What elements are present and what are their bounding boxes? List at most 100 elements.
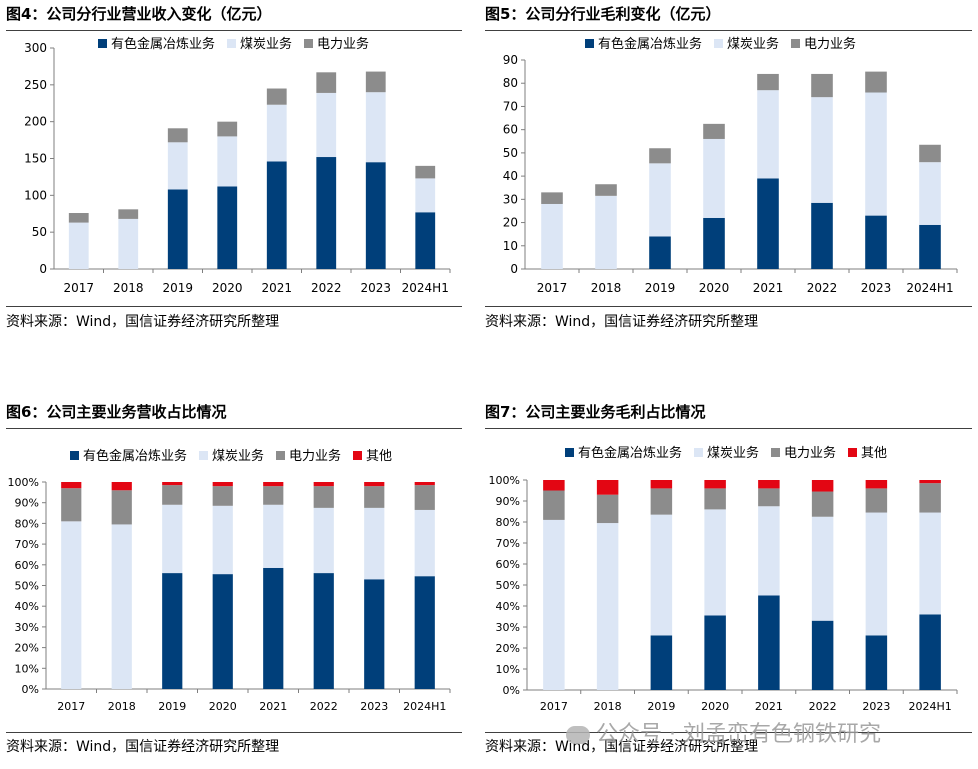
bar-segment xyxy=(212,486,233,506)
bar-segment xyxy=(167,128,188,143)
y-tick-label: 100% xyxy=(489,474,520,487)
chart-fig7: 0% 10% 20% 30% 40% 50% 60% 70% 80% 90% 100% 2017 201… xyxy=(489,445,958,713)
x-tick-label: 2021 xyxy=(259,700,287,713)
bar-segment xyxy=(68,222,89,269)
bar-segment xyxy=(811,73,833,98)
bar-segment xyxy=(364,486,385,508)
bar-segment xyxy=(162,573,183,689)
bar-segment xyxy=(704,509,726,616)
bar-segment xyxy=(167,142,188,190)
x-tick-label: 2017 xyxy=(540,700,568,713)
bar-segment xyxy=(167,189,188,269)
bar-segment xyxy=(865,480,888,489)
bar-segment xyxy=(541,203,563,269)
legend-swatch xyxy=(227,39,236,48)
bar-segment xyxy=(313,573,334,689)
y-tick-label: 50% xyxy=(496,579,520,592)
bar-segment xyxy=(595,195,617,269)
y-tick-label: 80% xyxy=(496,516,520,529)
bar-segment xyxy=(313,486,334,508)
bar-segment xyxy=(811,620,834,690)
bar-segment xyxy=(217,136,238,187)
chart-source: 资料来源：Wind，国信证券经济研究所整理 xyxy=(485,314,759,330)
bar-segment xyxy=(649,148,671,164)
y-tick-label: 10% xyxy=(496,663,520,676)
legend-label: 有色金属冶炼业务 xyxy=(111,36,215,52)
chart-panel-fig5: 图5：公司分行业毛利变化（亿元） 0 10 20 30 40 50 60 70 80 90 2017… xyxy=(485,4,972,334)
x-tick-label: 2021 xyxy=(261,281,292,295)
bar-segment xyxy=(919,483,941,513)
bar-segment xyxy=(266,104,287,162)
x-tick-label: 2020 xyxy=(701,700,729,713)
bar-segment xyxy=(415,178,436,213)
bar-segment xyxy=(415,165,436,179)
bar-segment xyxy=(596,494,619,524)
bar-segment xyxy=(263,504,284,568)
title-divider xyxy=(485,428,972,429)
source-divider xyxy=(485,732,972,733)
bar-segment xyxy=(365,71,386,93)
x-tick-label: 2019 xyxy=(162,281,193,295)
y-tick-label: 70% xyxy=(496,537,520,550)
x-tick-label: 2017 xyxy=(537,281,568,295)
bar-segment xyxy=(703,217,725,269)
legend-swatch xyxy=(585,39,594,48)
chart-fig4: 0 50 100 150 200 250 300 2017 2018 2019 2020 2021 20… xyxy=(24,36,451,295)
bar-segment xyxy=(811,202,833,269)
bar-segment xyxy=(313,507,334,574)
y-tick-label: 50% xyxy=(15,580,39,593)
bar-segment xyxy=(757,90,779,179)
bar-segment xyxy=(650,514,673,636)
watermark: 公众号 · 刘孟峦有色钢铁研究 xyxy=(566,716,881,748)
watermark-text: 公众号 · 刘孟峦有色钢铁研究 xyxy=(596,722,881,747)
x-tick-label: 2019 xyxy=(645,281,676,295)
chart-source: 资料来源：Wind，国信证券经济研究所整理 xyxy=(485,739,759,755)
legend-swatch xyxy=(199,451,208,460)
bar-segment xyxy=(414,482,435,486)
bar-segment xyxy=(266,161,287,269)
bar-segment xyxy=(758,488,780,507)
source-divider xyxy=(485,306,972,307)
y-tick-label: 0 xyxy=(39,262,47,276)
bar-segment xyxy=(414,485,435,510)
bar-segment xyxy=(703,123,725,139)
x-tick-label: 2021 xyxy=(755,700,783,713)
bar-segment xyxy=(919,480,941,484)
y-tick-label: 0% xyxy=(22,683,39,696)
bar-segment xyxy=(316,72,337,93)
legend-swatch xyxy=(771,448,780,457)
chart-title: 图5：公司分行业毛利变化（亿元） xyxy=(485,5,721,23)
bar-segment xyxy=(263,482,284,487)
wechat-icon xyxy=(566,726,590,744)
y-tick-label: 10% xyxy=(15,662,39,675)
y-tick-label: 10 xyxy=(503,239,518,253)
legend-label: 电力业务 xyxy=(317,36,369,52)
chart-fig5: 0 10 20 30 40 50 60 70 80 90 2017 2018 2019 2020 2021 2… xyxy=(503,36,958,295)
x-tick-label: 2024H1 xyxy=(403,700,446,713)
y-tick-label: 40 xyxy=(503,169,518,183)
legend-swatch xyxy=(714,39,723,48)
bar-segment xyxy=(415,212,436,269)
bar-segment xyxy=(364,507,385,580)
legend-swatch xyxy=(848,448,857,457)
bar-segment xyxy=(118,209,139,219)
source-divider xyxy=(6,732,462,733)
bar-segment xyxy=(68,213,89,223)
title-divider xyxy=(6,428,462,429)
legend-label: 有色金属冶炼业务 xyxy=(83,448,187,464)
bar-segment xyxy=(414,509,435,577)
x-tick-label: 2023 xyxy=(861,281,892,295)
bar-segment xyxy=(365,162,386,269)
bar-segment xyxy=(758,595,780,690)
bar-segment xyxy=(162,504,183,574)
legend-swatch xyxy=(353,451,362,460)
bar-segment xyxy=(162,485,183,505)
chart-title: 图4：公司分行业营业收入变化（亿元） xyxy=(6,5,272,23)
bar-segment xyxy=(919,162,941,225)
bar-segment xyxy=(316,92,337,158)
y-tick-label: 90% xyxy=(15,497,39,510)
y-tick-label: 70% xyxy=(15,538,39,551)
legend-swatch xyxy=(565,448,574,457)
legend-label: 有色金属冶炼业务 xyxy=(598,36,702,52)
legend-label: 煤炭业务 xyxy=(727,36,779,52)
